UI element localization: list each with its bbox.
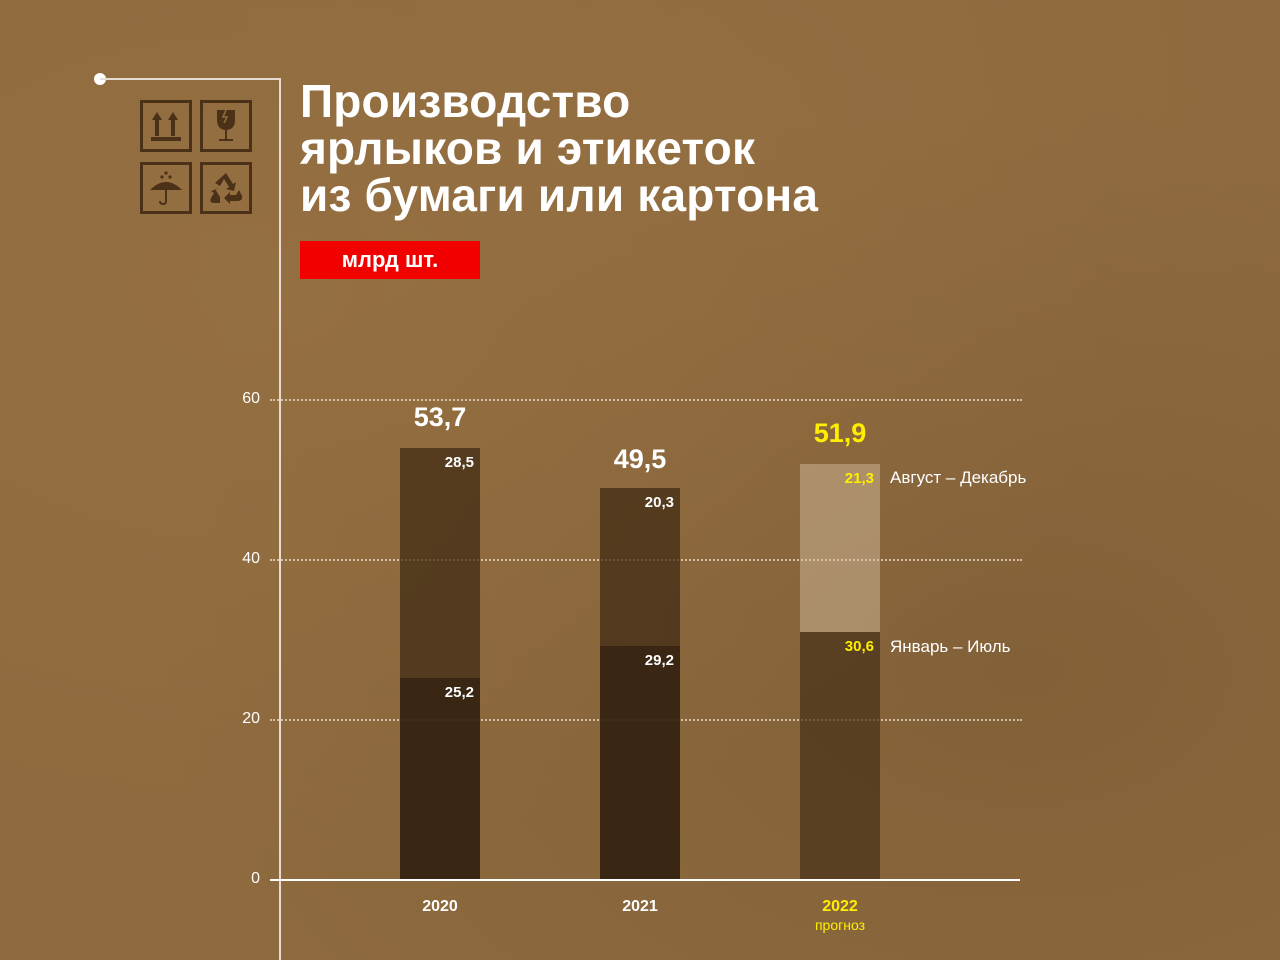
y-tick-60: 60: [242, 390, 260, 407]
title-line-2: ярлыков и этикеток: [300, 122, 756, 174]
unit-badge: млрд шт.: [300, 241, 480, 279]
frame-top-line: [100, 78, 280, 80]
title-line-1: Производство: [300, 75, 631, 127]
bar-segment-lower: 30,6: [800, 632, 880, 880]
segment-value: 30,6: [844, 638, 874, 655]
fragile-icon: [200, 100, 252, 152]
bar-segment-upper: 20,3: [600, 488, 680, 646]
x-axis-baseline: [270, 879, 1020, 881]
segment-value: 25,2: [444, 684, 474, 701]
legend-aug-dec: Август – Декабрь: [890, 468, 1027, 487]
bar-2021: 49,5 20,3 29,2: [600, 400, 680, 880]
y-tick-20: 20: [242, 710, 260, 727]
bar-total: 53,7: [413, 402, 467, 432]
bar-segment-upper: 21,3: [800, 464, 880, 632]
legend-jan-jul: Январь – Июль: [890, 637, 1011, 656]
gridline-60: [270, 399, 1022, 401]
chart-title: Производство ярлыков и этикеток из бумаг…: [300, 78, 818, 219]
x-label-2020: 2020: [422, 898, 458, 915]
bar-total: 49,5: [613, 444, 667, 474]
segment-value: 20,3: [644, 494, 674, 511]
packaging-icons: [140, 100, 252, 214]
segment-value: 28,5: [444, 454, 474, 471]
segment-value: 29,2: [644, 652, 674, 669]
title-line-3: из бумаги или картона: [300, 169, 819, 221]
bar-2022-forecast: 51,9 21,3 30,6: [800, 400, 880, 880]
bar-segment-lower: 25,2: [400, 678, 480, 880]
recycle-icon: [200, 162, 252, 214]
y-tick-0: 0: [251, 870, 260, 887]
bar-segment-lower: 29,2: [600, 646, 680, 880]
x-label-forecast: прогноз: [814, 917, 866, 933]
y-axis-line: [279, 78, 281, 960]
y-tick-40: 40: [242, 550, 260, 567]
this-side-up-icon: [140, 100, 192, 152]
bar-2020: 53,7 28,5 25,2: [400, 400, 480, 880]
bar-total: 51,9: [813, 418, 867, 448]
x-label-2022: 2022: [822, 898, 858, 915]
segment-value: 21,3: [844, 470, 874, 487]
x-label-2021: 2021: [622, 898, 658, 915]
keep-dry-icon: [140, 162, 192, 214]
bar-segment-upper: 28,5: [400, 448, 480, 678]
